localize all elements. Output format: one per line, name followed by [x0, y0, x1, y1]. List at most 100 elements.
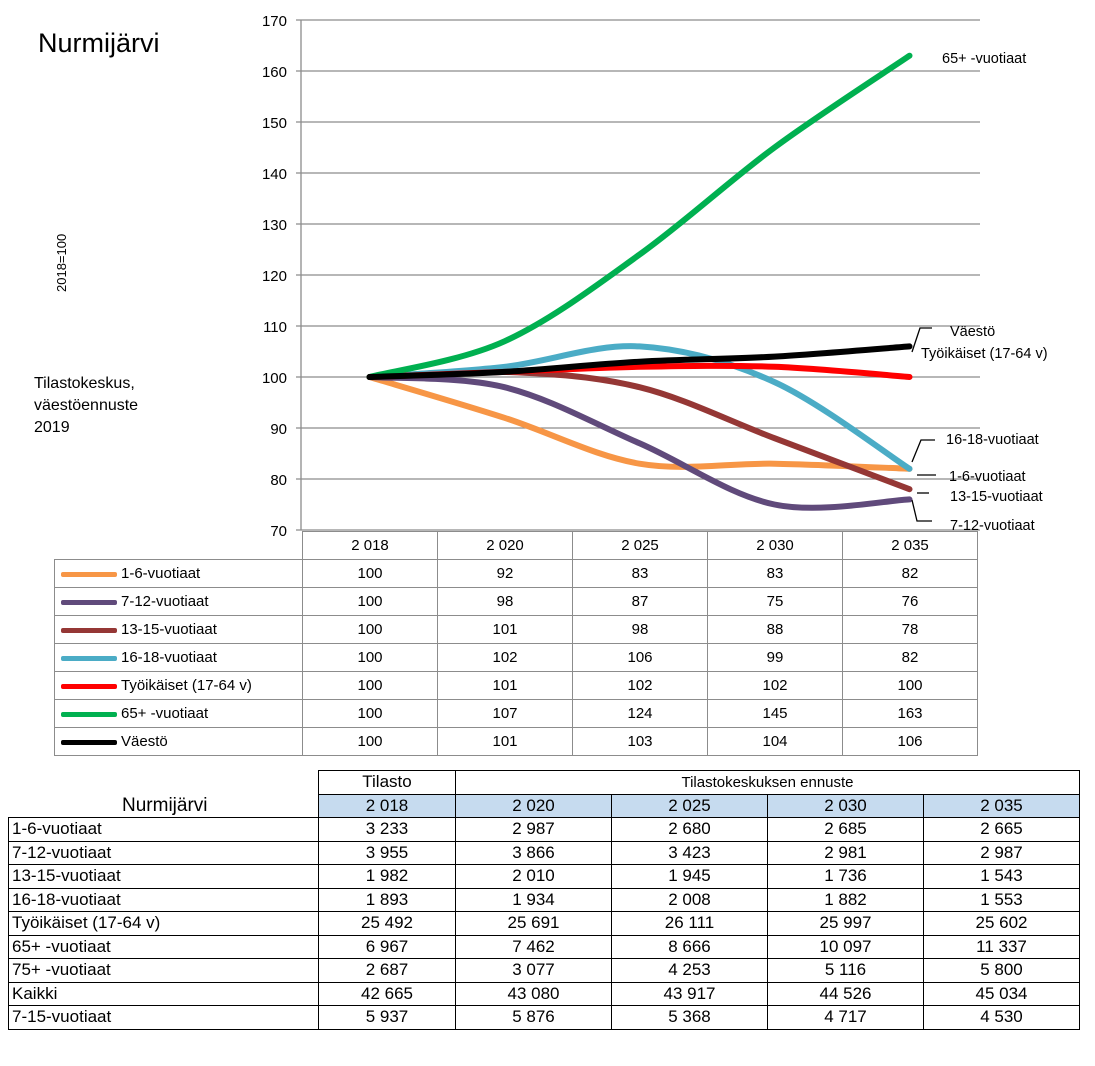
- series-end-label: 1-6-vuotiaat: [949, 469, 1026, 485]
- y-tick-label: 130: [262, 217, 287, 234]
- data-label: 75: [707, 587, 843, 616]
- legend-label: 65+ -vuotiaat: [121, 705, 209, 722]
- series-end-label: 7-12-vuotiaat: [950, 518, 1035, 534]
- row-label: 13-15-vuotiaat: [8, 864, 319, 889]
- legend-label: 16-18-vuotiaat: [121, 649, 217, 666]
- data-label: 88: [707, 615, 843, 644]
- y-tick-label: 160: [262, 64, 287, 81]
- y-tick-label: 70: [270, 523, 287, 540]
- data-label: 163: [842, 699, 978, 728]
- data-label: 106: [842, 727, 978, 756]
- row-label: 75+ -vuotiaat: [8, 958, 319, 983]
- data-table-year: 2 020: [437, 531, 573, 560]
- year-header: 2 025: [611, 793, 768, 818]
- row-label: 1-6-vuotiaat: [8, 817, 319, 842]
- series-end-label: 16-18-vuotiaat: [946, 432, 1039, 448]
- table-row: 75+ -vuotiaat 2 687 3 077 4 253 5 116 5 800: [8, 958, 1080, 983]
- y-axis-label: 2018=100: [54, 234, 69, 292]
- data-label: 83: [707, 559, 843, 588]
- table-cell: 6 967: [318, 934, 456, 959]
- legend-swatch: [61, 599, 117, 605]
- data-table-year: 2 030: [707, 531, 843, 560]
- table-cell: 1 945: [611, 864, 768, 889]
- data-label: 100: [302, 699, 438, 728]
- y-tick-label: 150: [262, 115, 287, 132]
- legend-swatch: [61, 627, 117, 633]
- table-cell: 25 492: [318, 911, 456, 936]
- table-cell: 42 665: [318, 981, 456, 1006]
- data-label: 101: [437, 727, 573, 756]
- table-cell: 1 893: [318, 887, 456, 912]
- data-label: 145: [707, 699, 843, 728]
- row-label: Työikäiset (17-64 v): [8, 911, 319, 936]
- table-cell: 1 982: [318, 864, 456, 889]
- table-cell: 2 981: [767, 840, 924, 865]
- table-cell: 44 526: [767, 981, 924, 1006]
- series-line-1-6-vuotiaat: [366, 374, 913, 472]
- legend-entry: 1-6-vuotiaat: [54, 559, 303, 588]
- chart-title: Nurmijärvi: [38, 28, 160, 58]
- data-label: 78: [842, 615, 978, 644]
- row-label: 7-15-vuotiaat: [8, 1005, 319, 1030]
- data-label: 82: [842, 559, 978, 588]
- table-cell: 5 876: [455, 1005, 612, 1030]
- data-label: 102: [572, 671, 708, 700]
- table-cell: 2 687: [318, 958, 456, 983]
- y-tick-label: 110: [263, 319, 287, 336]
- table-cell: 8 666: [611, 934, 768, 959]
- legend-swatch: [61, 739, 117, 745]
- series-line-65+ -vuotiaat: [366, 52, 913, 380]
- table-cell: 5 937: [318, 1005, 456, 1030]
- data-label: 100: [302, 559, 438, 588]
- legend-entry: Työikäiset (17-64 v): [54, 671, 303, 700]
- legend-label: 13-15-vuotiaat: [121, 621, 217, 638]
- table-cell: 5 368: [611, 1005, 768, 1030]
- table-cell: 26 111: [611, 911, 768, 936]
- year-header: 2 020: [455, 793, 612, 818]
- table-cell: 1 882: [767, 887, 924, 912]
- table-cell: 3 233: [318, 817, 456, 842]
- data-label: 102: [437, 643, 573, 672]
- table-cell: 2 987: [455, 817, 612, 842]
- y-tick-label: 170: [262, 13, 287, 30]
- data-table-row: 16-18-vuotiaat 100 102 106 99 82: [54, 643, 978, 672]
- data-label: 104: [707, 727, 843, 756]
- table-cell: 1 553: [923, 887, 1080, 912]
- source-line: 2019: [34, 419, 70, 436]
- table-cell: 43 917: [611, 981, 768, 1006]
- legend-entry: Väestö: [54, 727, 303, 756]
- series-end-label: Työikäiset (17-64 v): [921, 346, 1048, 362]
- table-cell: 10 097: [767, 934, 924, 959]
- table-cell: 3 866: [455, 840, 612, 865]
- series-end-label: Väestö: [950, 324, 995, 340]
- table-cell: 3 077: [455, 958, 612, 983]
- data-label: 100: [302, 671, 438, 700]
- year-header: 2 018: [318, 793, 456, 818]
- data-label: 124: [572, 699, 708, 728]
- legend-entry: 13-15-vuotiaat: [54, 615, 303, 644]
- data-label: 102: [707, 671, 843, 700]
- table-cell: 25 602: [923, 911, 1080, 936]
- legend-swatch: [61, 711, 117, 717]
- table-cell: 4 253: [611, 958, 768, 983]
- data-label: 106: [572, 643, 708, 672]
- table-cell: 25 691: [455, 911, 612, 936]
- table-row: 7-12-vuotiaat 3 955 3 866 3 423 2 981 2 987: [8, 840, 1080, 865]
- legend-label: Työikäiset (17-64 v): [121, 677, 252, 694]
- table-cell: 2 685: [767, 817, 924, 842]
- table-cell: 7 462: [455, 934, 612, 959]
- table-row: 1-6-vuotiaat 3 233 2 987 2 680 2 685 2 665: [8, 817, 1080, 842]
- y-tick-label: 80: [270, 472, 287, 489]
- table-cell: 2 680: [611, 817, 768, 842]
- year-header: 2 030: [767, 793, 924, 818]
- table-cell: 5 800: [923, 958, 1080, 983]
- data-label: 83: [572, 559, 708, 588]
- row-label: Kaikki: [8, 981, 319, 1006]
- forecast-header: Tilastokeskuksen ennuste: [455, 770, 1080, 795]
- y-tick-label: 140: [262, 166, 287, 183]
- data-label: 87: [572, 587, 708, 616]
- row-label: 65+ -vuotiaat: [8, 934, 319, 959]
- legend-entry: 65+ -vuotiaat: [54, 699, 303, 728]
- table-row: Työikäiset (17-64 v) 25 492 25 691 26 111 25…: [8, 911, 1080, 936]
- data-label: 92: [437, 559, 573, 588]
